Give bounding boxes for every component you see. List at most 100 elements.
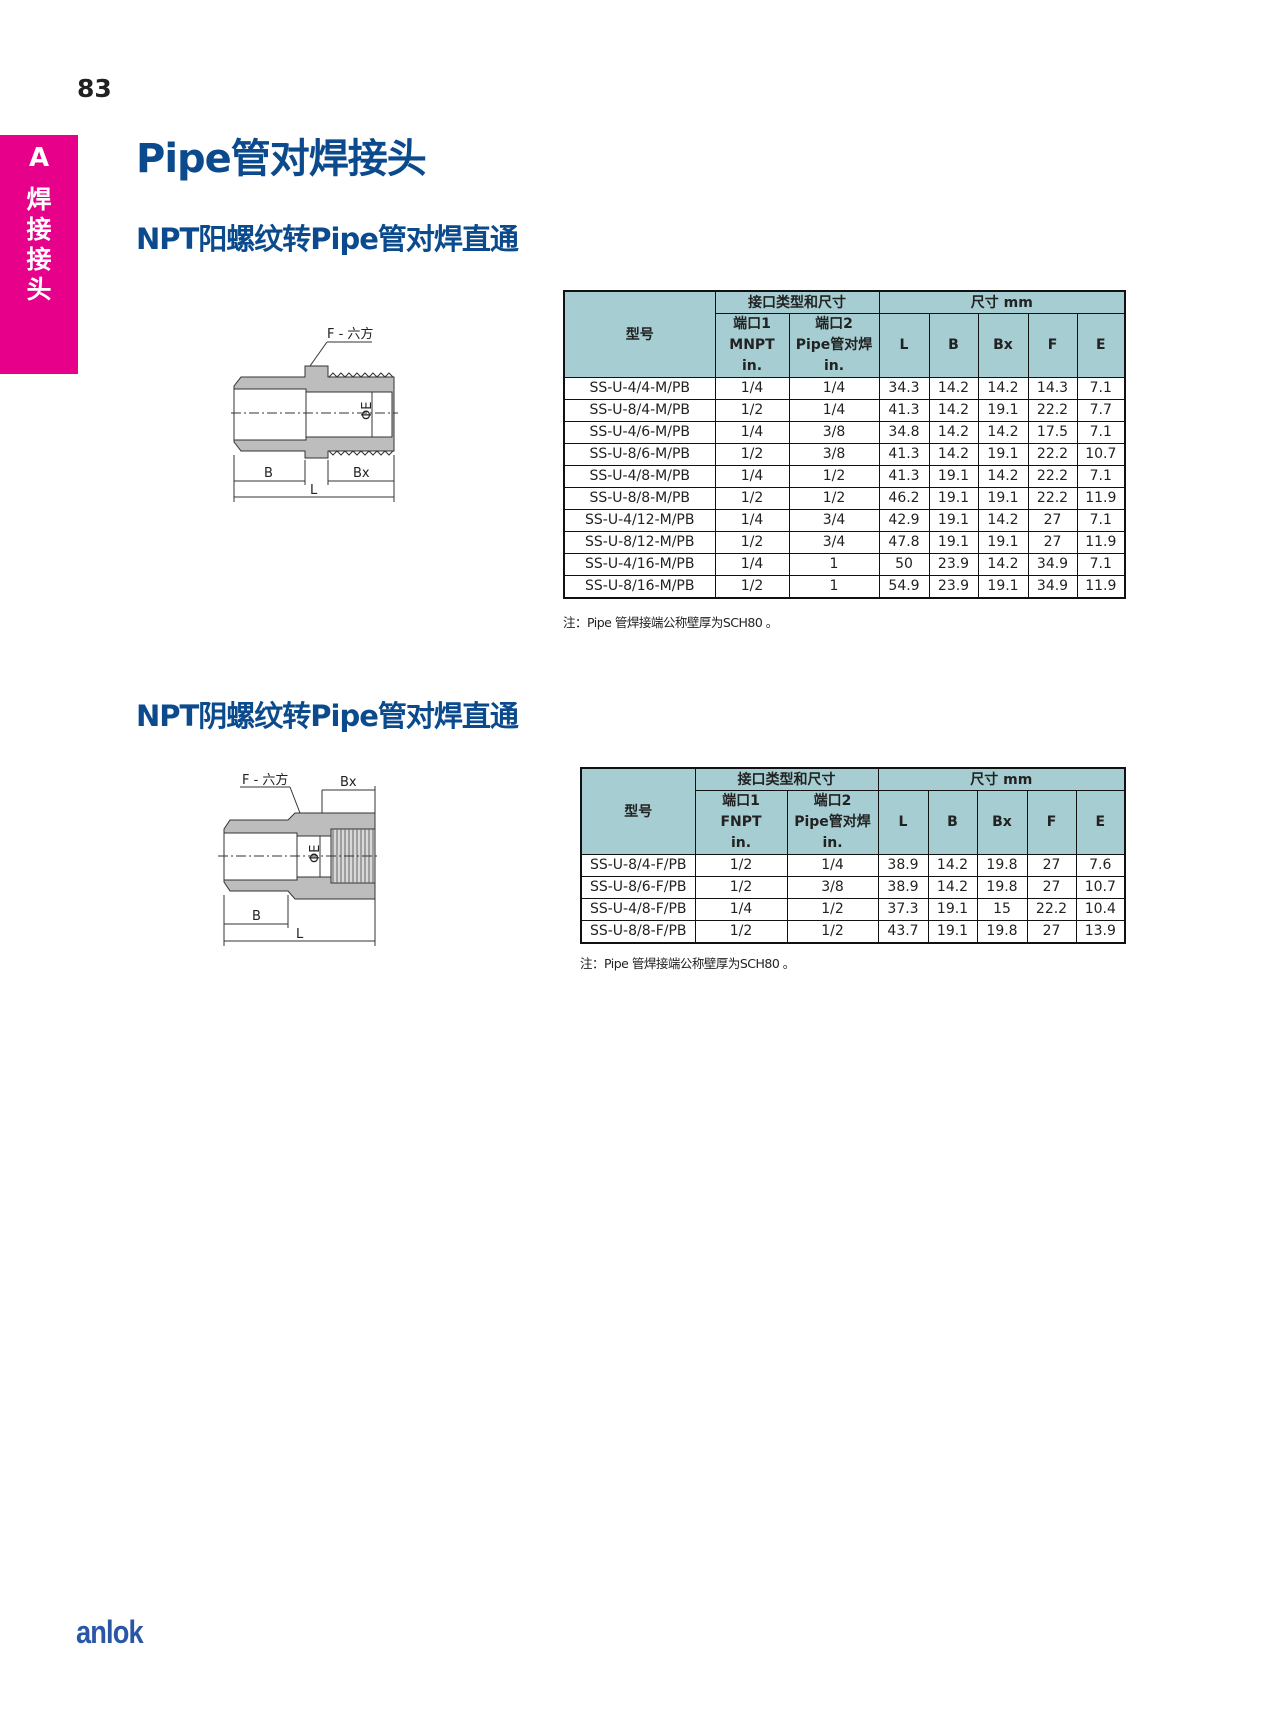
table-row: SS-U-8/4-M/PB 1/2 1/4 41.3 14.2 19.1 22.2 7.7 [563,398,1126,422]
value-cell: 27 [1026,853,1077,877]
value-cell: 1/4 [788,376,880,400]
value-cell: 27 [1026,875,1077,899]
value-cell: 7.6 [1075,853,1126,877]
table-row: SS-U-4/8-F/PB 1/4 1/2 37.3 19.1 15 22.2 10.4 [580,897,1126,921]
value-cell: 17.5 [1027,420,1078,444]
value-cell: 3/4 [788,530,880,554]
diameter-e-label: ΦE [308,845,323,863]
table-row: SS-U-4/12-M/PB 1/4 3/4 42.9 19.1 14.2 27 7.1 [563,508,1126,532]
header-bx: Bx [976,789,1028,855]
value-cell: 10.7 [1075,875,1126,899]
value-cell: 54.9 [878,574,930,598]
value-cell: 1/2 [714,530,790,554]
table-row: SS-U-8/4-F/PB 1/2 1/4 38.9 14.2 19.8 27 7.6 [580,853,1126,877]
table-row: SS-U-4/8-M/PB 1/4 1/2 41.3 19.1 14.2 22.2 7.1 [563,464,1126,488]
hex-label: F - 六方 [327,326,373,342]
value-cell: 1/4 [714,552,790,576]
model-cell: SS-U-8/4-M/PB [563,398,716,422]
model-cell: SS-U-4/4-M/PB [563,376,716,400]
value-cell: 34.8 [878,420,930,444]
model-cell: SS-U-4/6-M/PB [563,420,716,444]
brand-logo: anlok [76,1614,144,1650]
value-cell: 22.2 [1027,464,1078,488]
table-row: SS-U-4/4-M/PB 1/4 1/4 34.3 14.2 14.2 14.3 7.1 [563,376,1126,400]
value-cell: 1/2 [714,398,790,422]
table-row: SS-U-8/8-F/PB 1/2 1/2 43.7 19.1 19.8 27 13.9 [580,919,1126,943]
value-cell: 19.1 [927,897,978,921]
table-row: SS-U-8/6-M/PB 1/2 3/8 41.3 14.2 19.1 22.2 10.7 [563,442,1126,466]
value-cell: 3/8 [786,875,879,899]
value-cell: 34.3 [878,376,930,400]
value-cell: 19.1 [928,486,979,510]
value-cell: 7.1 [1076,376,1126,400]
value-cell: 23.9 [928,574,979,598]
value-cell: 1/2 [786,919,879,943]
value-cell: 15 [976,897,1028,921]
value-cell: 19.1 [977,574,1029,598]
diameter-e-label: ΦE [360,402,375,420]
value-cell: 7.1 [1076,420,1126,444]
value-cell: 19.8 [976,919,1028,943]
model-cell: SS-U-8/16-M/PB [563,574,716,598]
section-2-title: NPT阴螺纹转Pipe管对焊直通 [136,699,519,733]
value-cell: 14.2 [928,420,979,444]
value-cell: 14.2 [928,398,979,422]
header-dimensions: 尺寸 mm [877,767,1126,791]
value-cell: 19.8 [976,853,1028,877]
value-cell: 14.2 [928,442,979,466]
model-cell: SS-U-4/8-M/PB [563,464,716,488]
value-cell: 41.3 [878,464,930,488]
value-cell: 1/2 [714,486,790,510]
table-row: SS-U-4/6-M/PB 1/4 3/8 34.8 14.2 14.2 17.5 7.1 [563,420,1126,444]
section-tab: A 焊接接头 [0,135,78,374]
value-cell: 27 [1027,508,1078,532]
bx-label: Bx [340,775,357,790]
table-row: SS-U-8/6-F/PB 1/2 3/8 38.9 14.2 19.8 27 10.7 [580,875,1126,899]
table-note: 注：Pipe 管焊接端公称壁厚为SCH80 。 [563,615,778,630]
value-cell: 1/2 [714,574,790,598]
value-cell: 1/4 [788,398,880,422]
value-cell: 14.2 [927,875,978,899]
value-cell: 1/2 [694,875,788,899]
l-label: L [310,483,318,498]
header-l: L [877,789,929,855]
l-label: L [296,927,304,942]
table-row: SS-U-8/8-M/PB 1/2 1/2 46.2 19.1 19.1 22.2 11.9 [563,486,1126,510]
header-dimensions: 尺寸 mm [878,290,1126,314]
header-b: B [928,312,979,378]
model-cell: SS-U-8/4-F/PB [580,853,696,877]
value-cell: 34.9 [1027,574,1078,598]
value-cell: 7.7 [1076,398,1126,422]
value-cell: 1/2 [786,897,879,921]
table-note: 注：Pipe 管焊接端公称壁厚为SCH80 。 [580,956,795,971]
value-cell: 19.1 [977,398,1029,422]
model-cell: SS-U-4/8-F/PB [580,897,696,921]
value-cell: 27 [1026,919,1077,943]
value-cell: 1/2 [788,464,880,488]
page-title: Pipe管对焊接头 [136,136,427,182]
value-cell: 14.2 [928,376,979,400]
header-port2: 端口2 Pipe管对焊 in. [788,312,880,378]
page-number: 83 [77,74,112,103]
model-cell: SS-U-4/16-M/PB [563,552,716,576]
header-e: E [1075,789,1126,855]
header-e: E [1076,312,1126,378]
value-cell: 19.1 [977,442,1029,466]
value-cell: 14.2 [977,376,1029,400]
value-cell: 7.1 [1076,552,1126,576]
value-cell: 11.9 [1076,530,1126,554]
model-cell: SS-U-8/12-M/PB [563,530,716,554]
section-tab-label: 焊接接头 [26,185,52,304]
value-cell: 22.2 [1026,897,1077,921]
bx-label: Bx [353,466,370,481]
model-cell: SS-U-4/12-M/PB [563,508,716,532]
b-label: B [264,466,273,481]
value-cell: 1/4 [786,853,879,877]
value-cell: 7.1 [1076,508,1126,532]
model-cell: SS-U-8/6-F/PB [580,875,696,899]
value-cell: 14.2 [977,508,1029,532]
value-cell: 22.2 [1027,486,1078,510]
value-cell: 34.9 [1027,552,1078,576]
value-cell: 50 [878,552,930,576]
value-cell: 46.2 [878,486,930,510]
